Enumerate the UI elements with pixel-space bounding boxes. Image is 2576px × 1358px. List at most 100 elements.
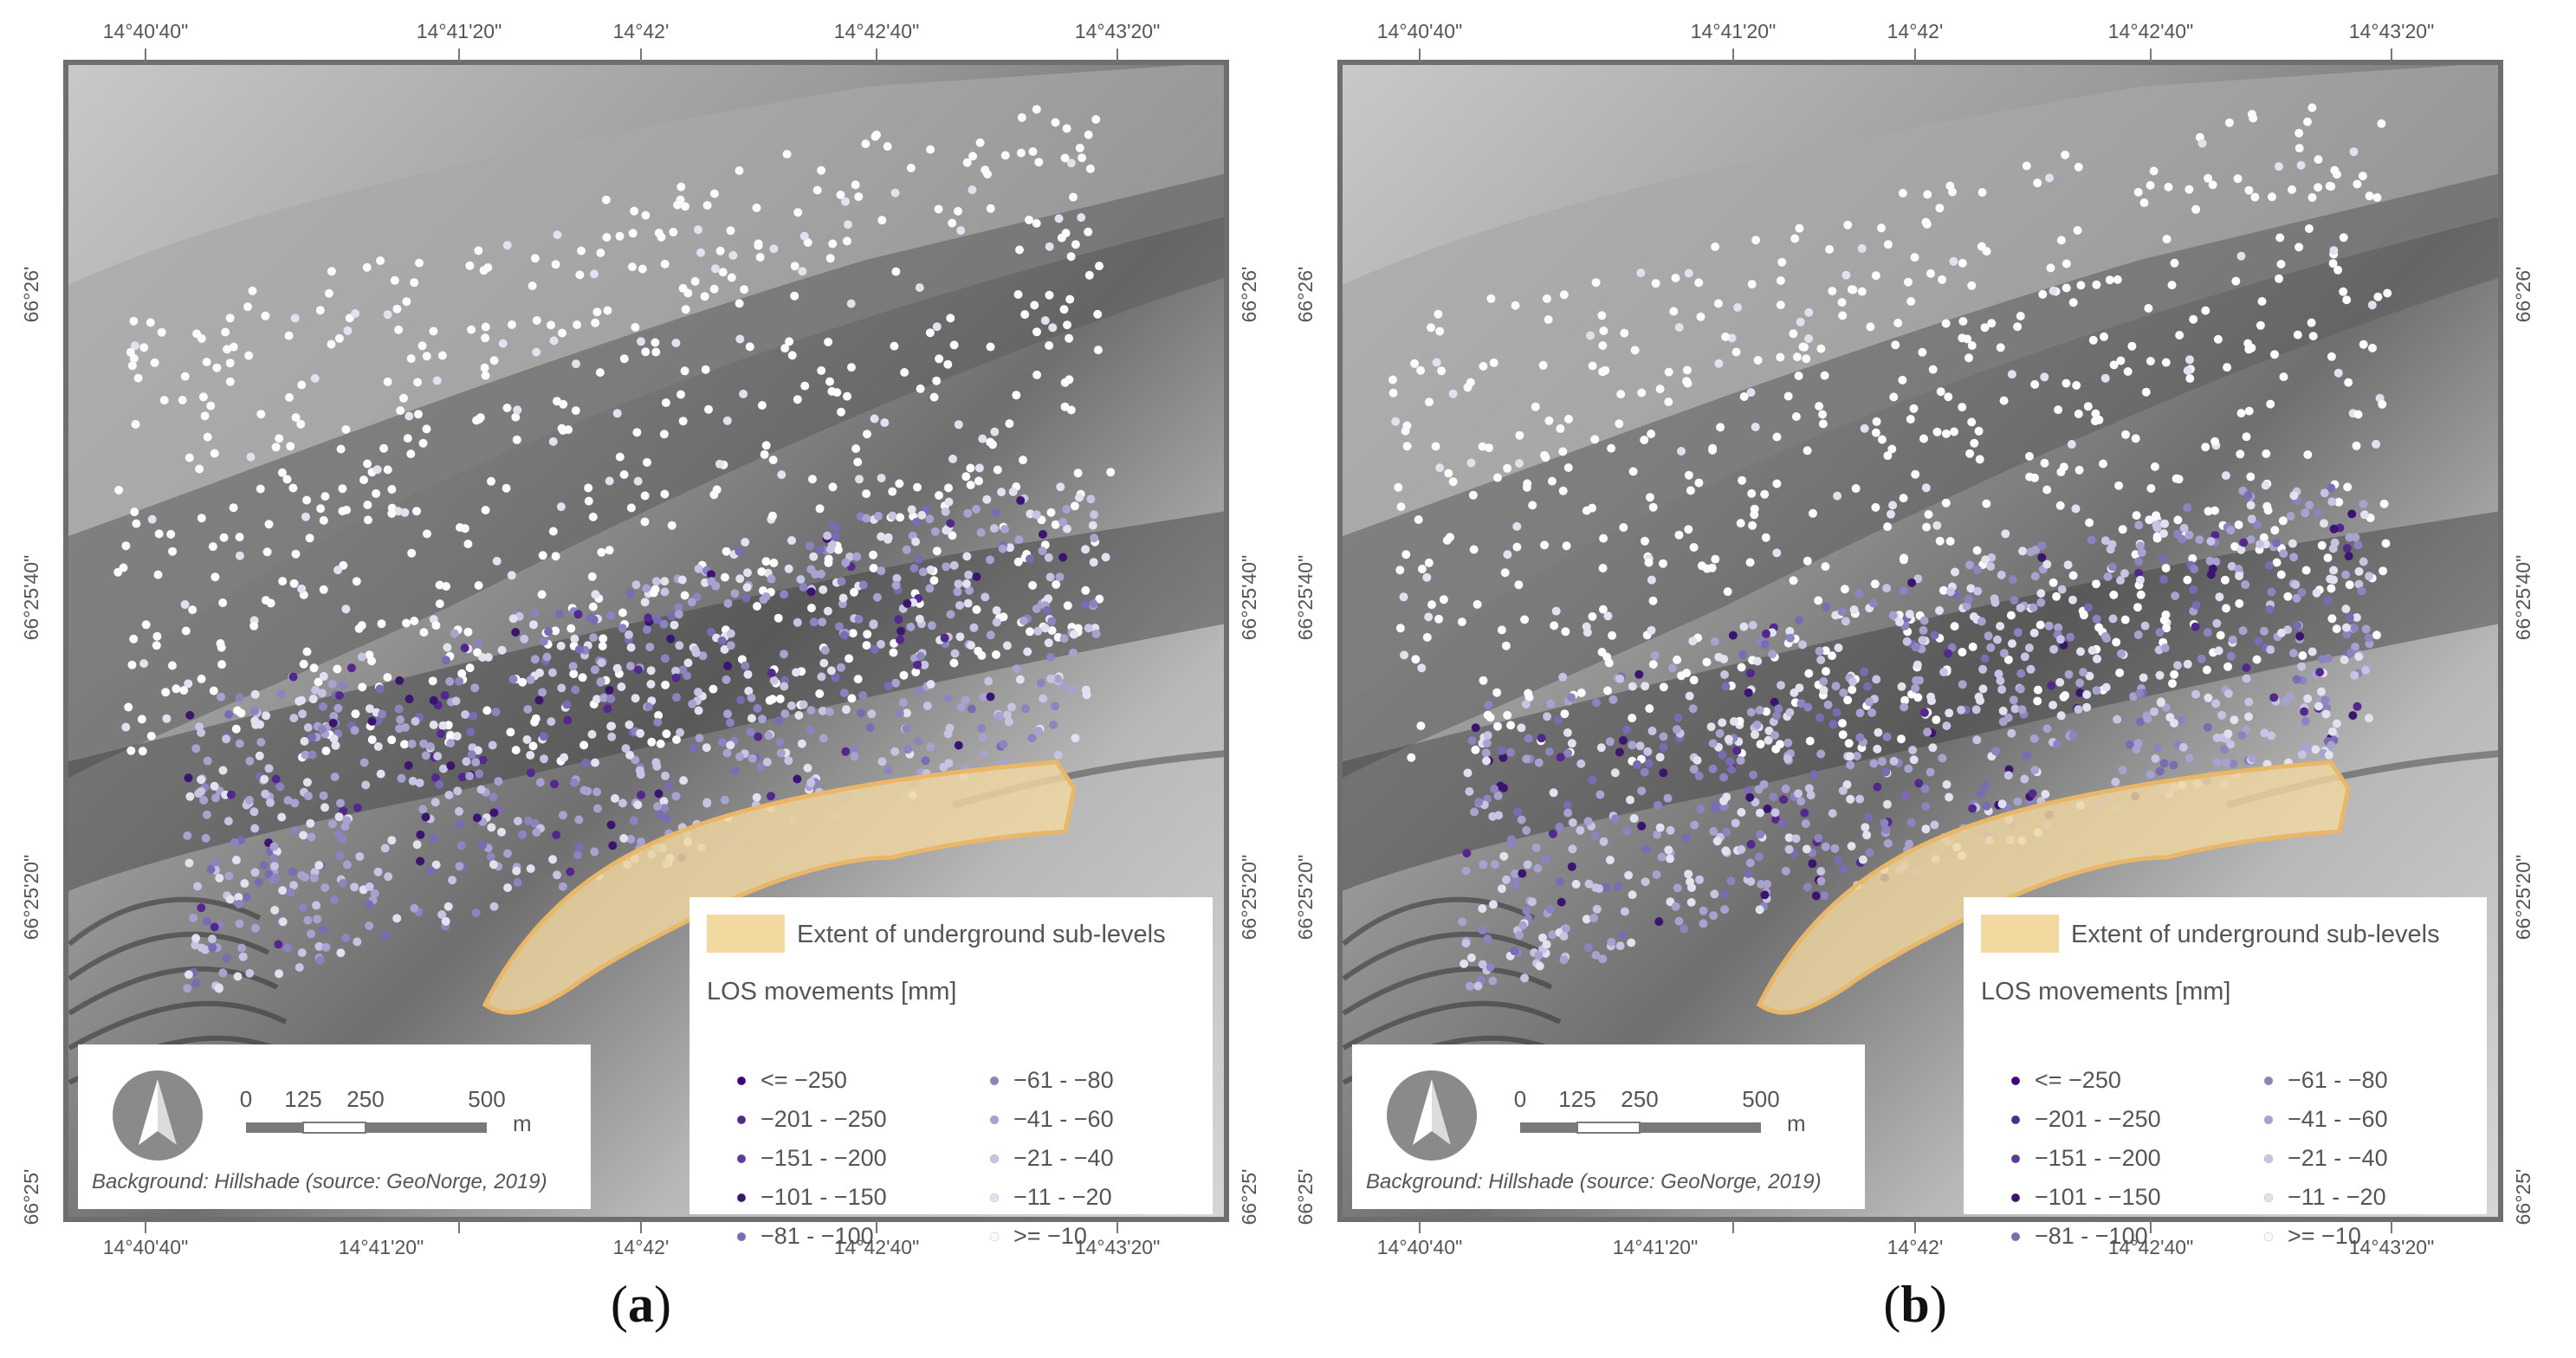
los-point: [222, 954, 231, 963]
los-point: [199, 795, 209, 805]
los-point: [446, 732, 455, 741]
los-point: [1060, 153, 1070, 163]
los-point: [574, 815, 584, 824]
los-point: [654, 789, 663, 799]
los-point: [2191, 600, 2201, 610]
los-point: [678, 283, 688, 293]
los-point: [1629, 814, 1639, 823]
los-point: [246, 452, 256, 462]
los-point: [1781, 866, 1790, 876]
los-point: [183, 831, 192, 840]
los-point: [410, 278, 419, 288]
los-point: [320, 803, 329, 812]
los-point: [532, 316, 541, 325]
longitude-ticks-bottom: [145, 1219, 1118, 1233]
los-point: [871, 132, 880, 141]
los-point: [2135, 689, 2145, 698]
los-point: [591, 758, 599, 767]
los-point: [653, 717, 663, 727]
los-point: [1814, 596, 1823, 605]
los-point: [1865, 848, 1874, 857]
los-point: [1932, 715, 1941, 725]
los-point: [2066, 632, 2075, 642]
los-point: [611, 793, 619, 803]
los-point: [299, 831, 308, 840]
los-point: [2178, 742, 2188, 752]
los-point: [262, 547, 272, 557]
los-point: [1084, 624, 1093, 633]
los-point: [1520, 615, 1530, 624]
los-point: [1895, 618, 1905, 627]
los-point: [1448, 477, 1458, 487]
los-point: [539, 732, 548, 741]
los-point: [1720, 889, 1730, 898]
los-point: [2125, 740, 2134, 749]
los-point: [1996, 343, 2005, 352]
los-point: [677, 575, 687, 585]
los-point: [592, 787, 602, 797]
los-point: [1801, 819, 1810, 828]
los-point: [306, 818, 315, 828]
los-point: [735, 334, 745, 344]
los-point: [317, 689, 327, 698]
los-point: [373, 742, 383, 751]
los-point: [1843, 220, 1853, 230]
los-point: [1471, 745, 1480, 754]
los-point: [1751, 236, 1761, 245]
los-point: [968, 152, 978, 161]
los-point: [1949, 256, 1958, 266]
los-point: [1855, 794, 1865, 804]
los-point: [903, 745, 913, 754]
los-point: [2367, 301, 2377, 310]
los-point: [1611, 814, 1620, 824]
los-point: [511, 746, 521, 755]
los-point: [2168, 679, 2177, 689]
los-point: [2146, 357, 2155, 365]
los-point: [852, 552, 862, 561]
los-point: [2113, 715, 2122, 724]
scale-box: 0 125 250 500 m Background: Hillshade (s…: [1352, 1044, 1865, 1209]
los-point: [304, 792, 313, 801]
lon-tick-bottom-2: 14°41'20": [339, 1236, 424, 1258]
los-point: [2030, 766, 2040, 775]
los-point: [250, 824, 260, 833]
los-point: [1512, 542, 1522, 552]
los-point: [2202, 665, 2211, 675]
los-point: [372, 465, 382, 475]
los-point: [457, 773, 467, 782]
los-point: [806, 706, 816, 715]
los-point: [1584, 943, 1593, 952]
los-point: [2365, 714, 2373, 723]
los-point: [1873, 744, 1882, 753]
los-point: [1996, 676, 2005, 685]
los-point: [2359, 340, 2368, 349]
los-point: [735, 752, 744, 761]
los-point: [184, 679, 193, 689]
los-point: [1004, 717, 1013, 727]
los-point: [1900, 695, 1910, 705]
los-point: [1796, 699, 1806, 708]
los-point: [1938, 585, 1948, 595]
los-point: [2029, 628, 2039, 637]
los-point: [1501, 641, 1511, 650]
background-note: Background: Hillshade (source: GeoNorge,…: [92, 1170, 547, 1193]
los-point: [726, 641, 735, 650]
los-point: [2162, 235, 2171, 244]
los-point: [1964, 353, 1973, 363]
los-point: [854, 192, 864, 202]
los-point: [367, 735, 377, 745]
los-point: [1615, 419, 1624, 429]
los-point: [1537, 734, 1546, 743]
los-point: [2250, 192, 2260, 202]
los-point: [1633, 760, 1642, 769]
los-point: [896, 626, 906, 636]
los-point: [191, 979, 201, 988]
los-point: [465, 772, 475, 780]
los-point: [529, 620, 538, 630]
los-point: [206, 864, 216, 874]
los-point: [269, 875, 278, 884]
los-point: [1554, 715, 1563, 725]
los-point: [1391, 417, 1401, 426]
los-point: [589, 633, 599, 643]
los-point: [929, 576, 939, 585]
